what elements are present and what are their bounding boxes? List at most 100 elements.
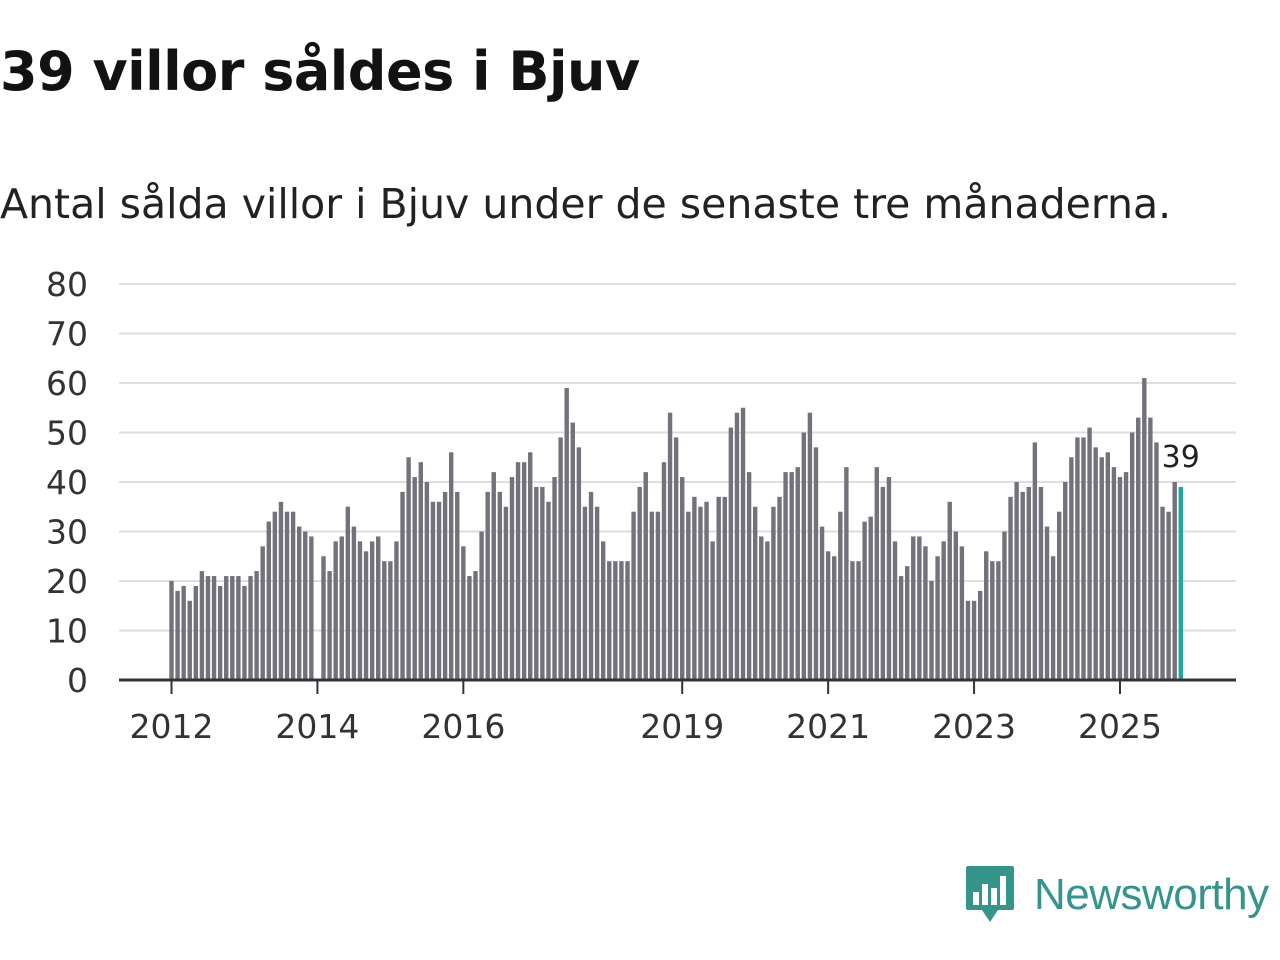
bar: [1172, 482, 1177, 680]
bar: [990, 561, 995, 680]
brand-name: Newsworthy: [1034, 870, 1269, 919]
bar: [254, 571, 259, 680]
page-subtitle: Antal sålda villor i Bjuv under de senas…: [0, 180, 1172, 228]
bar: [448, 452, 454, 680]
bar: [211, 576, 217, 680]
bar: [832, 556, 837, 680]
x-tick-label: 2023: [932, 707, 1016, 740]
bar: [1136, 417, 1141, 680]
bar: [1105, 452, 1111, 680]
bar: [217, 585, 223, 680]
bar: [886, 477, 892, 680]
bar: [1008, 496, 1013, 680]
bar: [765, 541, 770, 680]
bar: [965, 600, 971, 680]
bar: [272, 511, 278, 680]
last-value-label: 39: [1162, 440, 1200, 475]
bar: [363, 551, 369, 680]
bar: [807, 412, 813, 680]
y-tick-label: 60: [46, 364, 88, 403]
bar: [613, 561, 618, 680]
bar: [570, 422, 575, 680]
x-tick-label: 2016: [421, 707, 505, 740]
bar: [339, 536, 344, 680]
bar: [698, 506, 703, 680]
bar: [923, 546, 928, 680]
bar: [284, 511, 290, 680]
bar: [1099, 457, 1104, 680]
y-tick-label: 20: [46, 562, 88, 601]
bar: [686, 511, 691, 680]
bar: [376, 536, 381, 680]
bar: [977, 590, 983, 680]
bar: [1087, 427, 1092, 680]
y-tick-label: 30: [46, 513, 88, 552]
bar: [935, 556, 940, 680]
bar: [680, 477, 685, 680]
bar: [187, 600, 192, 680]
bar: [473, 571, 478, 680]
bar: [351, 526, 357, 680]
bar: [436, 501, 442, 680]
bar: [716, 496, 721, 680]
x-axis: [119, 678, 1236, 694]
bar: [746, 472, 752, 680]
bar: [1069, 457, 1074, 680]
bar: [400, 491, 405, 680]
bar: [388, 561, 393, 680]
bar: [971, 600, 977, 680]
bar: [637, 486, 642, 680]
bar: [509, 477, 515, 680]
bar: [412, 477, 417, 680]
bar: [394, 541, 399, 680]
bar: [479, 531, 484, 680]
bars: [169, 378, 1183, 680]
bar: [819, 526, 825, 680]
bar: [607, 561, 612, 680]
bar: [1148, 417, 1153, 680]
y-tick-label: 80: [46, 265, 88, 304]
bar: [1075, 437, 1080, 680]
bar: [947, 501, 952, 680]
bar: [984, 551, 989, 680]
bar: [868, 516, 873, 680]
bar: [503, 506, 509, 680]
bar: [418, 462, 423, 680]
bar: [904, 566, 910, 680]
bar: [850, 561, 855, 680]
bar: [661, 462, 667, 680]
bar: [953, 531, 959, 680]
x-tick-label: 2021: [786, 707, 870, 740]
y-tick-label: 50: [46, 414, 88, 453]
bar: [382, 561, 387, 680]
bar: [303, 531, 308, 680]
x-tick-label: 2025: [1078, 707, 1162, 740]
bar: [242, 585, 247, 680]
bar: [1050, 556, 1056, 680]
bar: [1160, 506, 1165, 680]
bar: [1111, 467, 1117, 680]
bar: [880, 486, 886, 680]
newsworthy-brand: Newsworthy: [964, 864, 1269, 926]
bar: [838, 511, 843, 680]
bar: [290, 511, 296, 680]
bar: [546, 501, 551, 680]
bar: [442, 491, 448, 680]
bar: [777, 496, 782, 680]
bar: [917, 536, 922, 680]
bar: [1081, 437, 1086, 680]
bar: [321, 556, 326, 680]
last-value-halo: 39: [1162, 440, 1200, 475]
bar: [929, 581, 934, 680]
bar: [1154, 442, 1159, 680]
bar: [1002, 531, 1007, 680]
bar: [600, 541, 606, 680]
bar-highlight: [1178, 486, 1183, 680]
bar: [898, 576, 904, 680]
bar: [369, 541, 375, 680]
bar: [345, 506, 351, 680]
y-tick-label: 10: [46, 612, 88, 651]
bar: [813, 447, 819, 680]
bar: [455, 491, 460, 680]
bar: [740, 407, 746, 680]
